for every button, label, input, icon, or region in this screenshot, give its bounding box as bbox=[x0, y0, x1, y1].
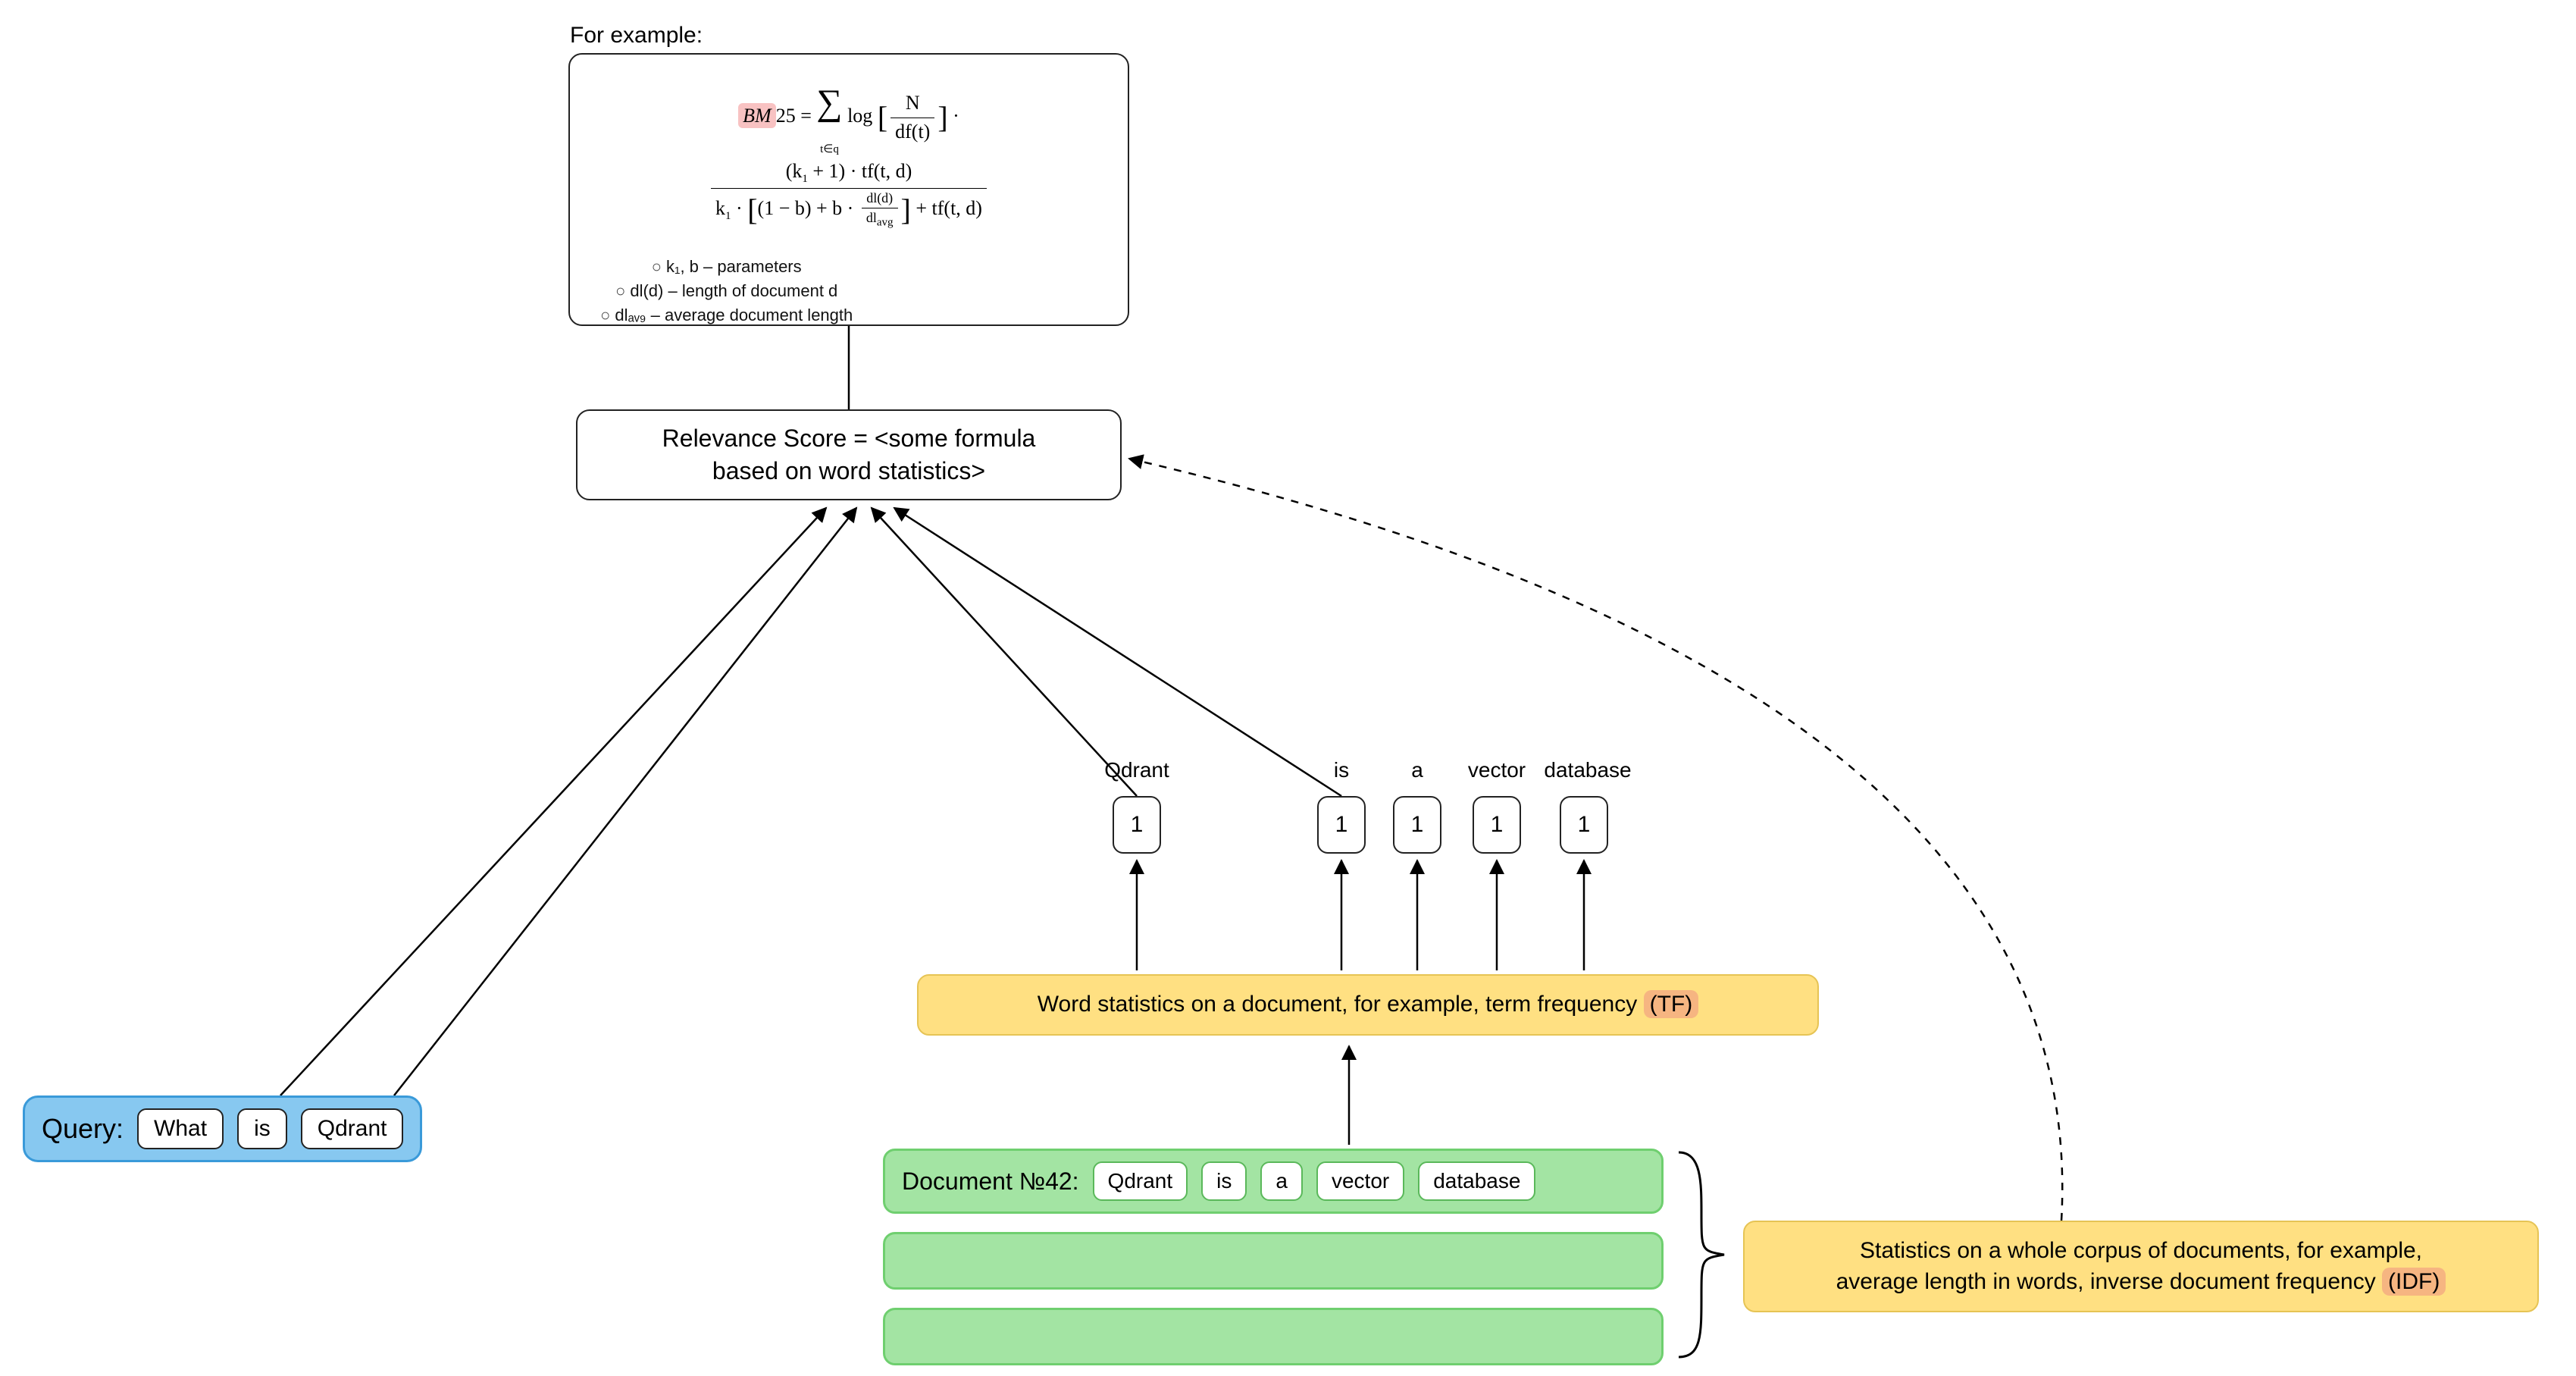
query-label: Query: bbox=[42, 1113, 124, 1145]
tf-highlight: (TF) bbox=[1644, 990, 1699, 1018]
formula-box: For example: BM25 = ∑ t∈q log [ N df(t) … bbox=[568, 53, 1129, 326]
token-box: 1 bbox=[1393, 796, 1441, 854]
token-label: database bbox=[1542, 758, 1633, 782]
doc-chip: a bbox=[1260, 1161, 1303, 1201]
token-label: is bbox=[1326, 758, 1357, 782]
doc-chip: is bbox=[1201, 1161, 1247, 1201]
query-chip: Qdrant bbox=[301, 1108, 404, 1149]
bullet-item: dl(d) – length of document d bbox=[600, 281, 853, 301]
idf-box: Statistics on a whole corpus of document… bbox=[1743, 1221, 2539, 1312]
formula-math: BM25 = ∑ t∈q log [ N df(t) ] · (k1 + 1) … bbox=[600, 77, 1097, 231]
token-label: Qdrant bbox=[1099, 758, 1175, 782]
document-label: Document №42: bbox=[902, 1168, 1079, 1196]
query-chip: is bbox=[237, 1108, 287, 1149]
idf-highlight: (IDF) bbox=[2382, 1268, 2446, 1296]
doc-chip: vector bbox=[1316, 1161, 1404, 1201]
token-box: 1 bbox=[1113, 796, 1161, 854]
token-box: 1 bbox=[1473, 796, 1521, 854]
relevance-line1: Relevance Score = <some formula bbox=[662, 425, 1036, 452]
formula-bullets: k₁, b – parameters dl(d) – length of doc… bbox=[600, 252, 853, 330]
bullet-item: k₁, b – parameters bbox=[600, 257, 853, 277]
formula-title: For example: bbox=[570, 23, 703, 49]
doc-chip: Qdrant bbox=[1093, 1161, 1188, 1201]
document-box: Document №42: Qdrant is a vector databas… bbox=[883, 1149, 1664, 1214]
token-box: 1 bbox=[1560, 796, 1608, 854]
tf-box: Word statistics on a document, for examp… bbox=[917, 974, 1819, 1036]
idf-line2: average length in words, inverse documen… bbox=[1836, 1269, 2382, 1294]
relevance-box: Relevance Score = <some formula based on… bbox=[576, 409, 1122, 500]
bullet-item: dlₐᵥ₉ – average document length bbox=[600, 306, 853, 325]
tf-text: Word statistics on a document, for examp… bbox=[1038, 992, 1644, 1017]
idf-line1: Statistics on a whole corpus of document… bbox=[1860, 1238, 2422, 1263]
document-blank bbox=[883, 1232, 1664, 1290]
document-blank bbox=[883, 1308, 1664, 1365]
token-label: a bbox=[1406, 758, 1429, 782]
query-chip: What bbox=[137, 1108, 224, 1149]
query-box: Query: What is Qdrant bbox=[23, 1095, 422, 1162]
token-label: vector bbox=[1463, 758, 1531, 782]
token-box: 1 bbox=[1317, 796, 1366, 854]
relevance-line2: based on word statistics> bbox=[712, 457, 985, 484]
doc-chip: database bbox=[1418, 1161, 1535, 1201]
